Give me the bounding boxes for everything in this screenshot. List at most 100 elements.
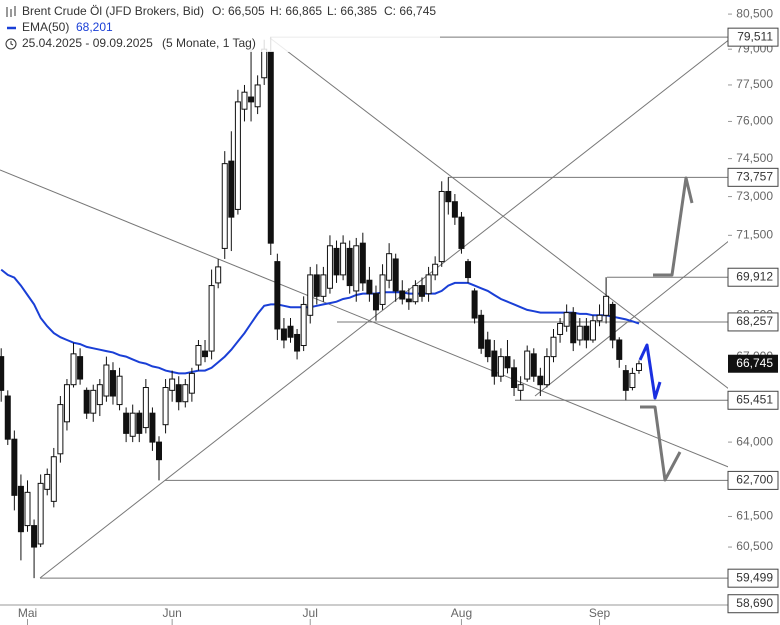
level-label: 65,451 bbox=[736, 392, 773, 406]
candle-body bbox=[96, 384, 103, 406]
candle-body bbox=[103, 364, 110, 397]
level-label: 79,511 bbox=[737, 29, 773, 43]
level-box bbox=[727, 568, 779, 588]
candle-body bbox=[379, 274, 386, 305]
x-tick-label: Jul bbox=[303, 606, 318, 620]
y-tick-label: 61,500 bbox=[736, 509, 773, 523]
candle-body bbox=[44, 473, 51, 490]
candle-body bbox=[254, 84, 261, 108]
candle-body bbox=[0, 356, 5, 391]
candle-body bbox=[169, 378, 176, 391]
candle-body bbox=[50, 456, 57, 502]
candle-body bbox=[77, 356, 84, 380]
candle-body bbox=[557, 322, 564, 335]
arrows bbox=[638, 176, 694, 482]
level-box bbox=[727, 312, 779, 332]
candle-body bbox=[465, 261, 472, 279]
level-label: 68,257 bbox=[736, 314, 773, 328]
candle-body bbox=[83, 389, 90, 414]
candle-body bbox=[90, 389, 97, 414]
ema-layer bbox=[0, 268, 640, 375]
bars-icon bbox=[6, 6, 16, 17]
header: Brent Crude Öl (JFD Brokers, Bid) O: 66,… bbox=[0, 0, 440, 52]
level-label: 73,757 bbox=[736, 170, 773, 184]
axis: 80,50079,00077,50076,00074,50073,00071,5… bbox=[18, 6, 779, 625]
title: Brent Crude Öl (JFD Brokers, Bid) bbox=[22, 4, 204, 18]
level-label: 59,499 bbox=[736, 570, 773, 584]
candle-body bbox=[583, 325, 590, 341]
clock-icon bbox=[5, 38, 17, 50]
candles bbox=[0, 37, 642, 579]
candle-body bbox=[524, 350, 531, 380]
level-box bbox=[727, 470, 779, 490]
candle-body bbox=[616, 339, 623, 360]
clock-hand bbox=[10, 41, 14, 46]
trend-line bbox=[534, 240, 728, 397]
candle-body bbox=[182, 384, 189, 403]
ema-legend-name: EMA(50) bbox=[22, 20, 69, 34]
y-tick-label: 76,000 bbox=[736, 114, 773, 128]
candle-body bbox=[504, 356, 511, 369]
header-bg bbox=[0, 0, 440, 52]
candle-body bbox=[432, 263, 439, 276]
ohlc-close: C: 66,745 bbox=[384, 4, 436, 18]
candle-body bbox=[313, 274, 320, 297]
level-box bbox=[727, 390, 779, 410]
level-label: 62,700 bbox=[736, 473, 773, 487]
ema-line bbox=[0, 268, 640, 375]
candle-body bbox=[4, 395, 11, 440]
candle-body bbox=[37, 482, 44, 545]
candle-body bbox=[412, 285, 419, 303]
ohlc-high: H: 66,865 bbox=[270, 4, 322, 18]
candle-body bbox=[340, 242, 347, 276]
trend-line bbox=[269, 37, 728, 389]
candle-body bbox=[287, 325, 294, 338]
candle-body bbox=[609, 303, 616, 341]
candle-body bbox=[471, 290, 478, 319]
candle-body bbox=[57, 404, 64, 455]
level-label: 58,690 bbox=[736, 596, 773, 610]
y-tick-label: 60,500 bbox=[736, 539, 773, 553]
candle-body bbox=[596, 314, 603, 322]
candle-body bbox=[326, 245, 333, 289]
candle-body bbox=[635, 363, 642, 371]
candle-body bbox=[346, 247, 353, 287]
candle-body bbox=[215, 266, 222, 284]
period: (5 Monate, 1 Tag) bbox=[162, 36, 256, 50]
y-tick-label: 71,500 bbox=[736, 227, 773, 241]
candle-body bbox=[386, 253, 393, 281]
current-price-box bbox=[728, 354, 778, 373]
candle-body bbox=[149, 412, 156, 443]
candle-body bbox=[603, 295, 610, 316]
y-tick-label: 73,000 bbox=[736, 189, 773, 203]
candle-body bbox=[517, 384, 524, 391]
ema-legend-value: 68,201 bbox=[76, 20, 113, 34]
level-box bbox=[727, 594, 779, 614]
candle-body bbox=[241, 91, 248, 110]
candle-body bbox=[109, 370, 116, 397]
ohlc-low: L: 66,385 bbox=[327, 4, 377, 18]
x-tick-label: Jun bbox=[162, 606, 181, 620]
candle-body bbox=[274, 261, 281, 330]
candle-body bbox=[570, 312, 577, 344]
y-tick-label: 74,500 bbox=[736, 151, 773, 165]
candle-body bbox=[221, 163, 228, 249]
candle-body bbox=[629, 372, 636, 389]
candle-body bbox=[300, 303, 307, 347]
date-range: 25.04.2025 - 09.09.2025 bbox=[22, 36, 153, 50]
candle-body bbox=[419, 285, 425, 297]
x-tick-label: Mai bbox=[18, 606, 37, 620]
candle-body bbox=[208, 285, 215, 352]
candle-body bbox=[425, 274, 432, 295]
candle-body bbox=[576, 325, 583, 341]
drawings bbox=[0, 37, 728, 579]
candle-body bbox=[24, 491, 31, 527]
candle-body bbox=[17, 485, 24, 533]
candle-body bbox=[563, 312, 570, 327]
candle-body bbox=[294, 333, 301, 352]
candle-body bbox=[261, 48, 268, 79]
candle-body bbox=[353, 245, 360, 292]
current-price-label: 66,745 bbox=[736, 356, 773, 370]
candle-body bbox=[116, 375, 123, 406]
